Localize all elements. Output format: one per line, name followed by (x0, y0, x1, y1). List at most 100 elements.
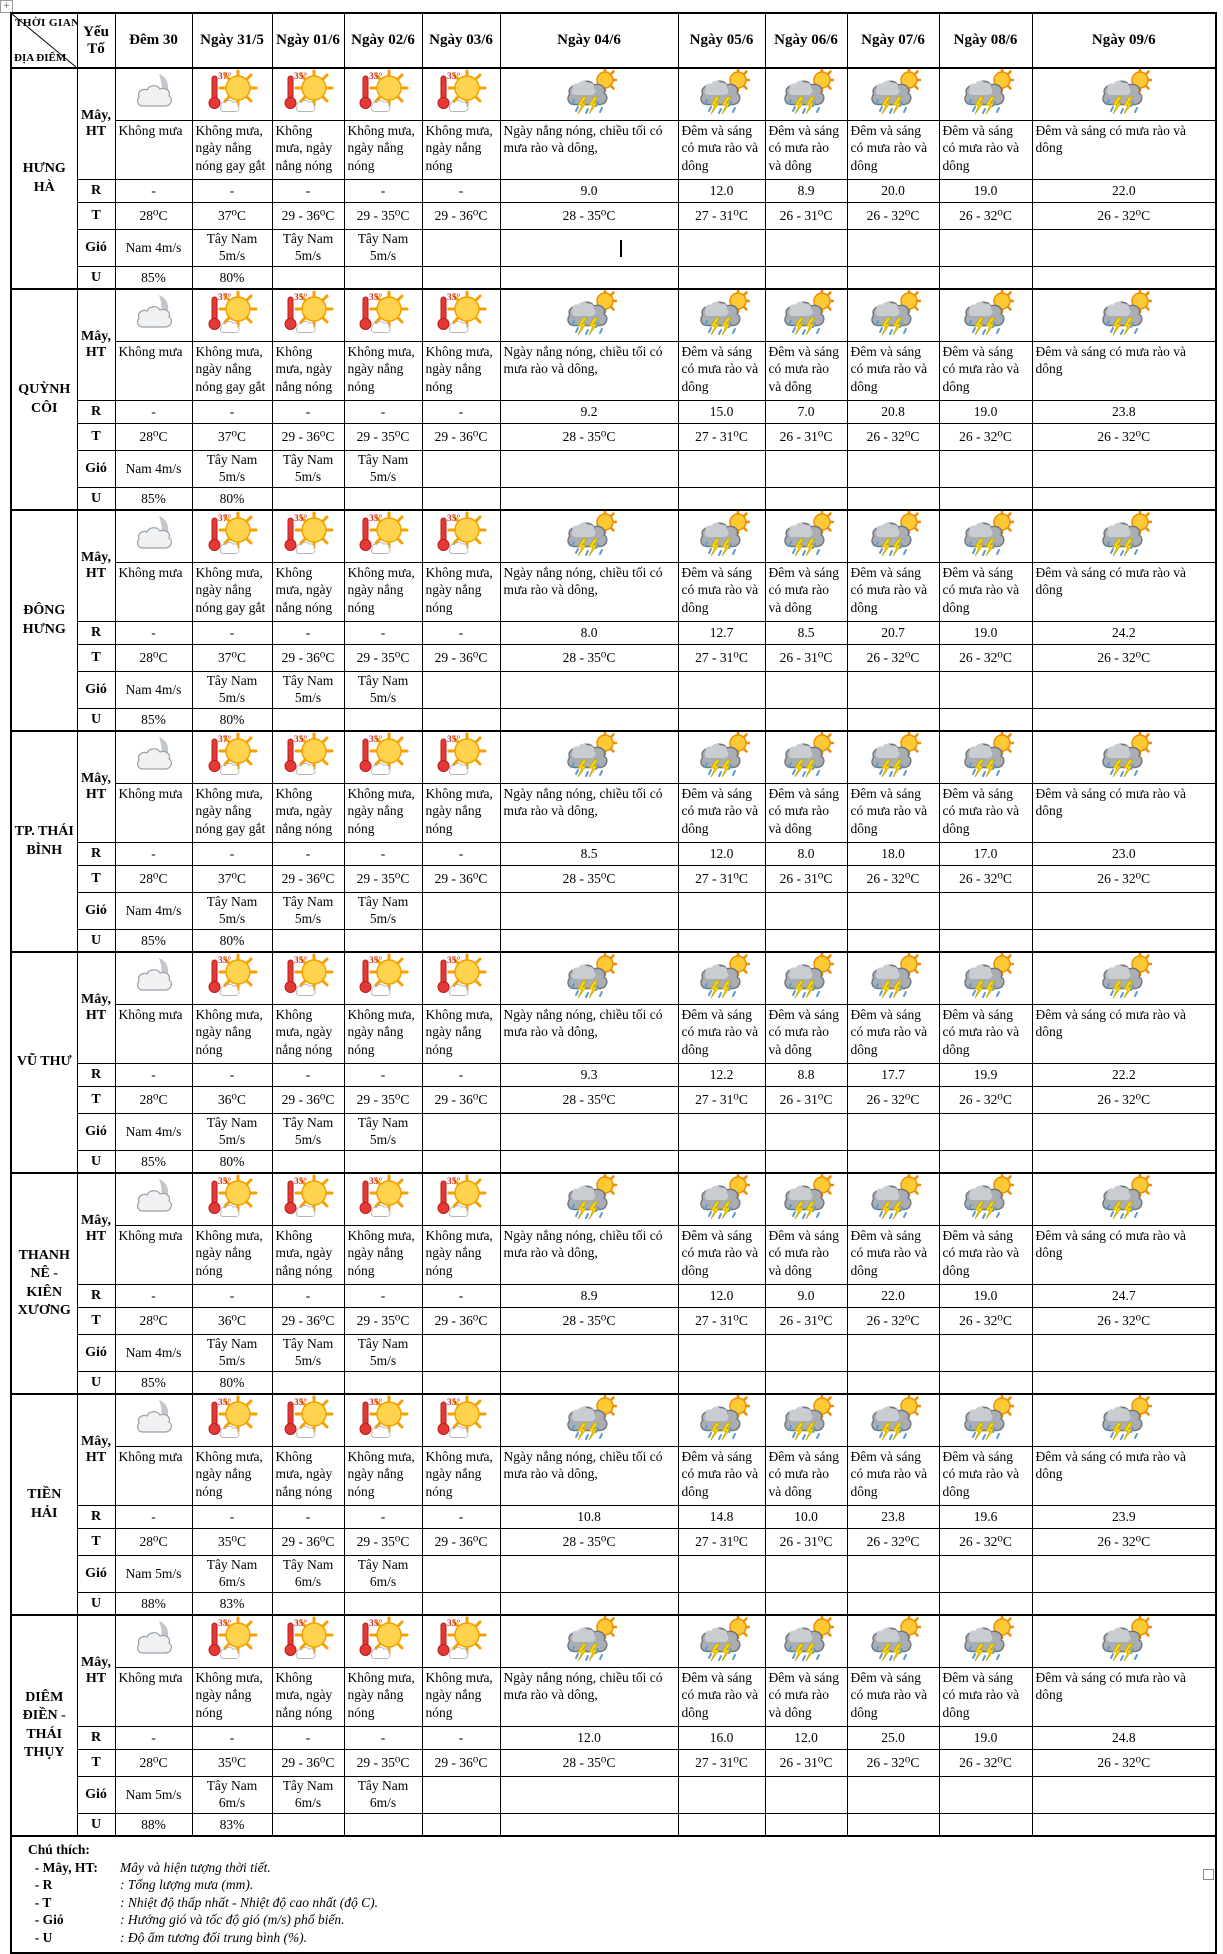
legend-term: - R (28, 1877, 53, 1893)
humidity-cell (764, 1150, 848, 1174)
weather-icon-cell (1031, 951, 1217, 1005)
temp-cell: 27 - 31⁰C (677, 1528, 766, 1556)
storm-cloud-icon (871, 1174, 922, 1220)
temp-cell: 28⁰C (114, 1307, 193, 1335)
temp-cell: 26 - 31⁰C (764, 423, 848, 451)
rain-cell: 19.0 (938, 179, 1033, 203)
humidity-cell (846, 1150, 940, 1174)
row-label-rain: R (76, 1726, 116, 1750)
humidity-row: U 88% 83% (11, 1592, 1217, 1616)
row-label-rain: R (76, 1284, 116, 1308)
row-label-humidity: U (76, 708, 116, 732)
humidity-cell (677, 1150, 766, 1174)
rain-cell: 12.0 (764, 1726, 848, 1750)
legend-item: - T: Nhiệt độ thấp nhất - Nhiệt độ cao n… (28, 1894, 1209, 1912)
temp-cell: 29 - 36⁰C (271, 865, 345, 893)
date-header: Ngày 07/6 (846, 12, 940, 69)
wind-cell (421, 450, 501, 488)
row-label-temp: T (76, 1749, 116, 1777)
rain-cell: - (271, 400, 345, 424)
rain-cell: - (114, 179, 193, 203)
diagonal-divider (12, 14, 76, 66)
weather-desc-cell: Không mưa, ngày nắng nóng (421, 120, 501, 180)
storm-cloud-icon (699, 1395, 750, 1441)
temp-cell: 27 - 31⁰C (677, 1086, 766, 1114)
weather-desc-cell: Đêm và sáng có mưa rào và dông (938, 341, 1033, 401)
weather-desc-cell: Đêm và sáng có mưa rào và dông (764, 1004, 848, 1064)
temp-cell: 26 - 32⁰C (1031, 1528, 1217, 1556)
storm-cloud-icon (784, 732, 835, 778)
date-header: Ngày 01/6 (271, 12, 345, 69)
night-cloud-icon (136, 958, 172, 991)
table-resize-handle[interactable] (1203, 1869, 1214, 1880)
weather-icon-cell (846, 67, 940, 121)
wind-cell: Tây Nam 6m/s (191, 1776, 273, 1814)
weather-desc-cell: Đêm và sáng có mưa rào và dông (677, 341, 766, 401)
hot-sun-thermometer-icon: 35° (208, 953, 258, 996)
humidity-cell: 85% (114, 266, 193, 290)
humidity-cell (421, 708, 501, 732)
storm-cloud-icon (963, 511, 1014, 557)
rain-cell: - (191, 621, 273, 645)
temp-cell: 29 - 36⁰C (421, 423, 501, 451)
temp-cell: 29 - 35⁰C (343, 423, 423, 451)
humidity-cell (421, 1371, 501, 1395)
row-label-wind: Gió (76, 1555, 116, 1593)
wind-cell: Tây Nam 5m/s (271, 1113, 345, 1151)
weather-icon-cell (677, 1614, 766, 1668)
humidity-cell: 80% (191, 487, 273, 511)
table-move-handle[interactable]: + (0, 0, 13, 13)
storm-cloud-icon (1102, 69, 1152, 115)
humidity-cell (764, 708, 848, 732)
humidity-cell (846, 708, 940, 732)
rain-cell: - (271, 1726, 345, 1750)
weather-desc-cell: Đêm và sáng có mưa rào và dông (764, 1446, 848, 1506)
weather-desc-cell: Ngày nắng nóng, chiều tối có mưa rào và … (499, 120, 679, 180)
storm-cloud-icon (699, 290, 750, 336)
humidity-cell (1031, 487, 1217, 511)
wind-cell (499, 229, 679, 267)
weather-desc-cell: Đêm và sáng có mưa rào và dông (846, 1446, 940, 1506)
wind-cell (677, 1776, 766, 1814)
legend-item: - U: Độ ẩm tương đối trung bình (%). (28, 1929, 1209, 1947)
legend-definition: : Độ ẩm tương đối trung bình (%). (120, 1929, 308, 1945)
hot-sun-thermometer-icon: 35° (284, 732, 334, 775)
svg-text:35°: 35° (369, 71, 383, 82)
rain-cell: 9.2 (499, 400, 679, 424)
wind-row: Gió Nam 4m/s Tây Nam 5m/s Tây Nam 5m/s Tây N… (11, 892, 1217, 930)
weather-icon-cell: 35° (421, 509, 501, 563)
factor-header: Yếu Tố (76, 12, 116, 69)
rain-cell: 19.6 (938, 1505, 1033, 1529)
storm-cloud-icon (699, 732, 750, 778)
storm-cloud-icon (963, 1395, 1014, 1441)
wind-cell: Nam 5m/s (114, 1776, 193, 1814)
temp-row: T 28⁰C 36⁰C 29 - 36⁰C 29 - 35⁰C 29 - 36⁰C 28 -… (11, 1086, 1217, 1114)
wind-cell (764, 1334, 848, 1372)
rain-cell: 8.9 (499, 1284, 679, 1308)
weather-icon-cell (114, 288, 193, 342)
temp-cell: 36⁰C (191, 1086, 273, 1114)
wind-cell: Tây Nam 5m/s (343, 450, 423, 488)
humidity-cell (499, 1592, 679, 1616)
weather-desc-cell: Không mưa, ngày nắng nóng gay gắt (191, 341, 273, 401)
temp-cell: 28⁰C (114, 1749, 193, 1777)
weather-desc-cell: Đêm và sáng có mưa rào và dông (846, 1667, 940, 1727)
temp-cell: 29 - 36⁰C (421, 202, 501, 230)
date-header: Ngày 09/6 (1031, 12, 1217, 69)
weather-desc-cell: Không mưa, ngày nắng nóng (191, 1004, 273, 1064)
icon-row: DIÊM ĐIỀN - THÁI THỤY Mây, HT 35° 35° (10, 1614, 1217, 1837)
rain-cell: 8.9 (764, 179, 848, 203)
humidity-cell (421, 487, 501, 511)
rain-cell: - (343, 179, 423, 203)
humidity-cell: 85% (114, 1150, 193, 1174)
row-label-wind: Gió (76, 450, 116, 488)
legend-definition: : Tổng lượng mưa (mm). (120, 1877, 254, 1893)
rain-cell: - (114, 842, 193, 866)
weather-desc-cell: Không mưa (114, 120, 193, 180)
temp-cell: 28⁰C (114, 423, 193, 451)
temp-cell: 28 - 35⁰C (499, 423, 679, 451)
weather-icon-cell (938, 288, 1033, 342)
humidity-cell (343, 929, 423, 953)
svg-text:35°: 35° (218, 1397, 232, 1408)
legend-title: Chú thích: (28, 1842, 90, 1857)
